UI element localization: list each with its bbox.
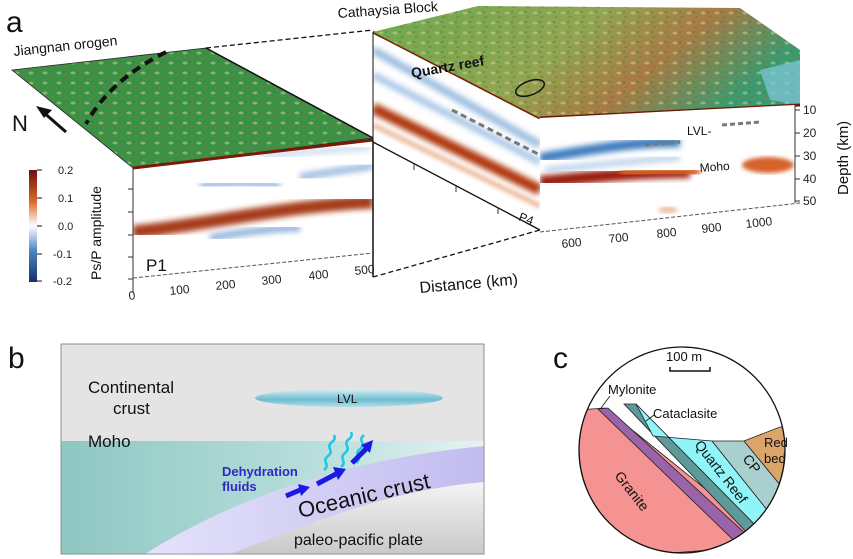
cataclasite-label: Cataclasite bbox=[653, 406, 717, 421]
panel-c: c 100 m Mylonite Cataclasite Granite Qua… bbox=[553, 342, 788, 554]
mylonite-label: Mylonite bbox=[608, 382, 656, 397]
jiangnan-terrain-surface bbox=[11, 47, 375, 169]
distance-tick: 200 bbox=[215, 277, 237, 293]
lvl-label: LVL- bbox=[687, 124, 711, 138]
lvl-dashed-line bbox=[451, 108, 541, 157]
connector-dashed-top bbox=[205, 29, 374, 49]
distance-axis-left: 0 100 200 300 400 500 bbox=[128, 252, 376, 303]
dehydration-label-2: fluids bbox=[222, 479, 257, 494]
panel-a: a Jiangnan orogen Cathaysia Block N bbox=[6, 0, 852, 303]
distance-tick: 500 bbox=[354, 262, 376, 278]
distance-tick: 700 bbox=[608, 230, 630, 246]
colorbar-tick: 0.1 bbox=[58, 193, 73, 205]
depth-tick: 20 bbox=[803, 126, 817, 140]
distance-tick: 600 bbox=[561, 235, 583, 251]
distance-tick: 300 bbox=[261, 272, 283, 288]
north-label: N bbox=[12, 111, 28, 136]
colorbar-gradient bbox=[29, 170, 37, 282]
depth-tick: 50 bbox=[803, 194, 817, 208]
colorbar-tick: 0.0 bbox=[58, 221, 73, 233]
dehydration-label-1: Dehydration bbox=[222, 464, 298, 479]
profile-p1-section: P1 bbox=[128, 138, 374, 293]
colorbar-label: Ps/P amplitude bbox=[88, 186, 104, 280]
colorbar-tick: -0.1 bbox=[53, 249, 72, 261]
distance-axis-right: 600 700 800 900 1000 Distance (km) bbox=[419, 202, 801, 297]
distance-tick: 0 bbox=[128, 288, 136, 303]
depth-tick: 10 bbox=[803, 103, 817, 117]
orogen-boundary-dashed-line bbox=[84, 50, 167, 125]
depth-axis: 10 20 30 40 50 Depth (km) bbox=[794, 103, 852, 208]
profile-p4-label: P4 bbox=[517, 210, 536, 228]
red-bed-label-1: Red bbox=[764, 435, 788, 450]
jiangnan-orogen-label: Jiangnan orogen bbox=[13, 32, 118, 59]
profile-right-section: LVL- Moho bbox=[540, 105, 795, 230]
profile-p4-section: P4 bbox=[372, 30, 541, 231]
quartz-reef-outline bbox=[514, 78, 546, 98]
distance-tick: 800 bbox=[656, 225, 678, 241]
colorbar-tick: 0.2 bbox=[58, 165, 73, 177]
continental-crust-label-1: Continental bbox=[88, 378, 174, 397]
connector-dashed-bottom bbox=[372, 229, 541, 278]
panel-b: b Continental crust Moho LVL Dehydration… bbox=[8, 342, 485, 555]
panel-b-letter: b bbox=[8, 342, 25, 375]
profile-p1-label: P1 bbox=[146, 256, 167, 275]
lvl-label-b: LVL bbox=[337, 392, 358, 406]
scale-label: 100 m bbox=[666, 349, 702, 364]
scale-bar bbox=[669, 367, 711, 372]
depth-axis-label: Depth (km) bbox=[835, 121, 852, 195]
colorbar-tick: -0.2 bbox=[53, 276, 72, 288]
distance-tick: 400 bbox=[308, 267, 330, 283]
moho-label-b: Moho bbox=[88, 432, 131, 451]
panel-c-letter: c bbox=[553, 342, 568, 375]
depth-tick: 30 bbox=[803, 149, 817, 163]
cathaysia-terrain-surface bbox=[373, 6, 801, 120]
dehydration-arrow-icons bbox=[285, 440, 373, 499]
continental-crust-label-2: crust bbox=[113, 399, 150, 418]
panel-a-letter: a bbox=[6, 6, 23, 39]
north-arrow-icon: N bbox=[12, 106, 67, 136]
colorbar: 0.2 0.1 0.0 -0.1 -0.2 Ps/P amplitude bbox=[29, 165, 104, 288]
red-bed-layer bbox=[743, 426, 785, 504]
distance-tick: 100 bbox=[169, 282, 191, 298]
cathaysia-block-label: Cathaysia Block bbox=[337, 0, 439, 21]
lvl-ellipse bbox=[255, 389, 443, 407]
mylonite-layer bbox=[597, 407, 771, 553]
distance-tick: 900 bbox=[701, 220, 723, 236]
red-bed-label-2: bed bbox=[764, 451, 786, 466]
outcrop-circle bbox=[578, 346, 786, 554]
distance-axis-label: Distance (km) bbox=[419, 271, 519, 297]
depth-tick: 40 bbox=[803, 172, 817, 186]
distance-tick: 1000 bbox=[745, 214, 773, 231]
moho-label: Moho bbox=[699, 159, 730, 175]
paleo-pacific-plate-label: paleo-pacific plate bbox=[294, 532, 423, 549]
paleo-pacific-plate-region bbox=[230, 482, 484, 554]
